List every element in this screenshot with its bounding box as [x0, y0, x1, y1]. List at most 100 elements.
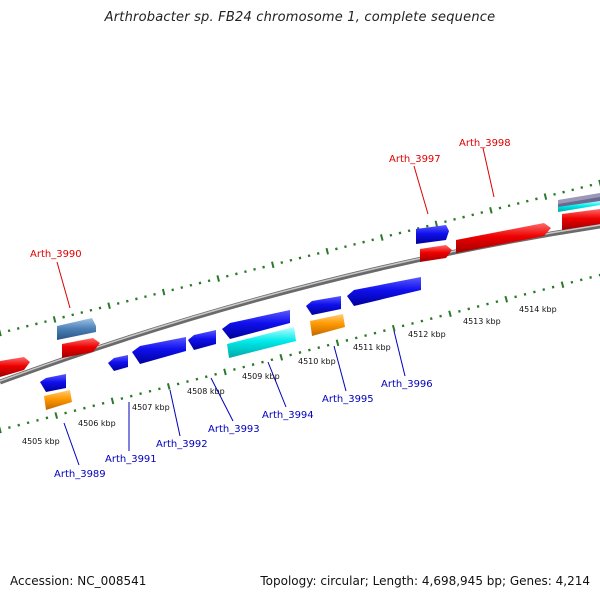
major-tick: [391, 324, 396, 332]
minor-tick: [44, 320, 47, 324]
minor-tick: [144, 295, 147, 299]
minor-tick: [214, 372, 217, 376]
gene-feature: [562, 209, 600, 230]
minor-tick: [458, 309, 461, 313]
gene-feature: [40, 374, 66, 392]
minor-tick: [486, 302, 489, 306]
major-tick: [0, 426, 2, 434]
major-tick: [335, 339, 340, 347]
minor-tick: [398, 231, 402, 235]
minor-tick: [71, 313, 75, 317]
major-tick: [223, 368, 227, 376]
minor-tick: [207, 279, 211, 283]
minor-tick: [353, 242, 356, 246]
minor-tick: [335, 247, 338, 251]
minor-tick: [73, 409, 77, 413]
major-tick: [434, 220, 439, 228]
minor-tick: [98, 306, 102, 310]
gene-feature: [420, 245, 452, 262]
scale-label: 4511 kbp: [353, 343, 391, 352]
minor-tick: [7, 329, 11, 333]
minor-tick: [401, 324, 405, 328]
forward-gene-labels: Arth_3990 Arth_3997 Arth_3998: [30, 138, 511, 260]
forward-genes: [0, 193, 600, 377]
minor-tick: [251, 363, 255, 367]
major-tick: [110, 397, 115, 405]
minor-tick: [17, 423, 21, 427]
minor-tick: [36, 418, 39, 422]
minor-tick: [580, 186, 584, 189]
minor-tick: [289, 353, 292, 357]
major-tick: [560, 281, 565, 289]
minor-tick: [407, 229, 411, 233]
gene-label[interactable]: Arth_3997: [389, 154, 441, 165]
minor-tick: [176, 382, 180, 386]
gene-feature: [0, 357, 30, 377]
minor-tick: [195, 377, 199, 381]
minor-tick: [235, 272, 238, 276]
minor-tick: [571, 188, 575, 192]
gene-label[interactable]: Arth_3990: [30, 249, 82, 260]
gene-label[interactable]: Arth_3996: [381, 379, 433, 390]
major-tick: [52, 316, 57, 323]
minor-tick: [383, 329, 386, 333]
gene-feature: [44, 390, 72, 410]
minor-tick: [120, 397, 124, 400]
scale-labels: 4505 kbp 4506 kbp 4507 kbp 4508 kbp 4509…: [22, 305, 557, 446]
gene-label[interactable]: Arth_3991: [105, 454, 157, 465]
minor-tick: [507, 204, 511, 208]
minor-tick: [244, 270, 247, 274]
upper-tick-track: [0, 179, 600, 337]
scale-label: 4509 kbp: [242, 372, 280, 381]
major-tick: [271, 261, 275, 269]
minor-tick: [280, 261, 284, 264]
minor-tick: [45, 416, 49, 420]
minor-tick: [253, 267, 256, 271]
minor-tick: [242, 365, 246, 369]
minor-tick: [289, 258, 293, 262]
gene-label[interactable]: Arth_3995: [322, 394, 374, 405]
gene-label[interactable]: Arth_3989: [54, 469, 106, 480]
minor-tick: [589, 183, 593, 187]
gene-label[interactable]: Arth_3994: [262, 410, 314, 421]
major-tick: [489, 206, 493, 214]
minor-tick: [62, 315, 65, 319]
minor-tick: [480, 211, 484, 214]
scale-label: 4514 kbp: [519, 305, 557, 314]
minor-tick: [420, 319, 424, 323]
minor-tick: [462, 215, 465, 219]
minor-tick: [429, 317, 433, 321]
major-tick: [504, 295, 509, 303]
gene-label[interactable]: Arth_3998: [459, 138, 511, 149]
major-tick: [448, 310, 452, 318]
minor-tick: [579, 278, 583, 282]
minor-tick: [542, 288, 546, 292]
minor-tick: [180, 286, 184, 289]
minor-tick: [25, 324, 29, 328]
major-tick: [166, 383, 171, 390]
minor-tick: [471, 213, 475, 217]
minor-tick: [514, 295, 517, 299]
major-tick: [216, 275, 220, 282]
gene-feature: [222, 310, 290, 339]
minor-tick: [354, 336, 358, 340]
gene-label[interactable]: Arth_3992: [156, 439, 208, 450]
minor-tick: [125, 299, 129, 303]
gene-feature: [227, 327, 296, 358]
minor-tick: [525, 199, 529, 203]
lower-tick-track: [0, 273, 600, 434]
minor-tick: [204, 375, 208, 379]
minor-tick: [551, 285, 555, 289]
gene-label[interactable]: Arth_3993: [208, 424, 260, 435]
minor-tick: [316, 252, 320, 255]
minor-tick: [317, 346, 321, 350]
minor-tick: [148, 389, 152, 393]
gene-feature: [310, 314, 345, 336]
minor-tick: [411, 322, 414, 325]
scale-label: 4513 kbp: [463, 317, 501, 326]
gene-feature: [132, 337, 186, 364]
gene-feature: [558, 201, 600, 212]
minor-tick: [64, 411, 67, 415]
page-title: Arthrobacter sp. FB24 chromosome 1, comp…: [104, 10, 496, 25]
minor-tick: [562, 190, 565, 194]
